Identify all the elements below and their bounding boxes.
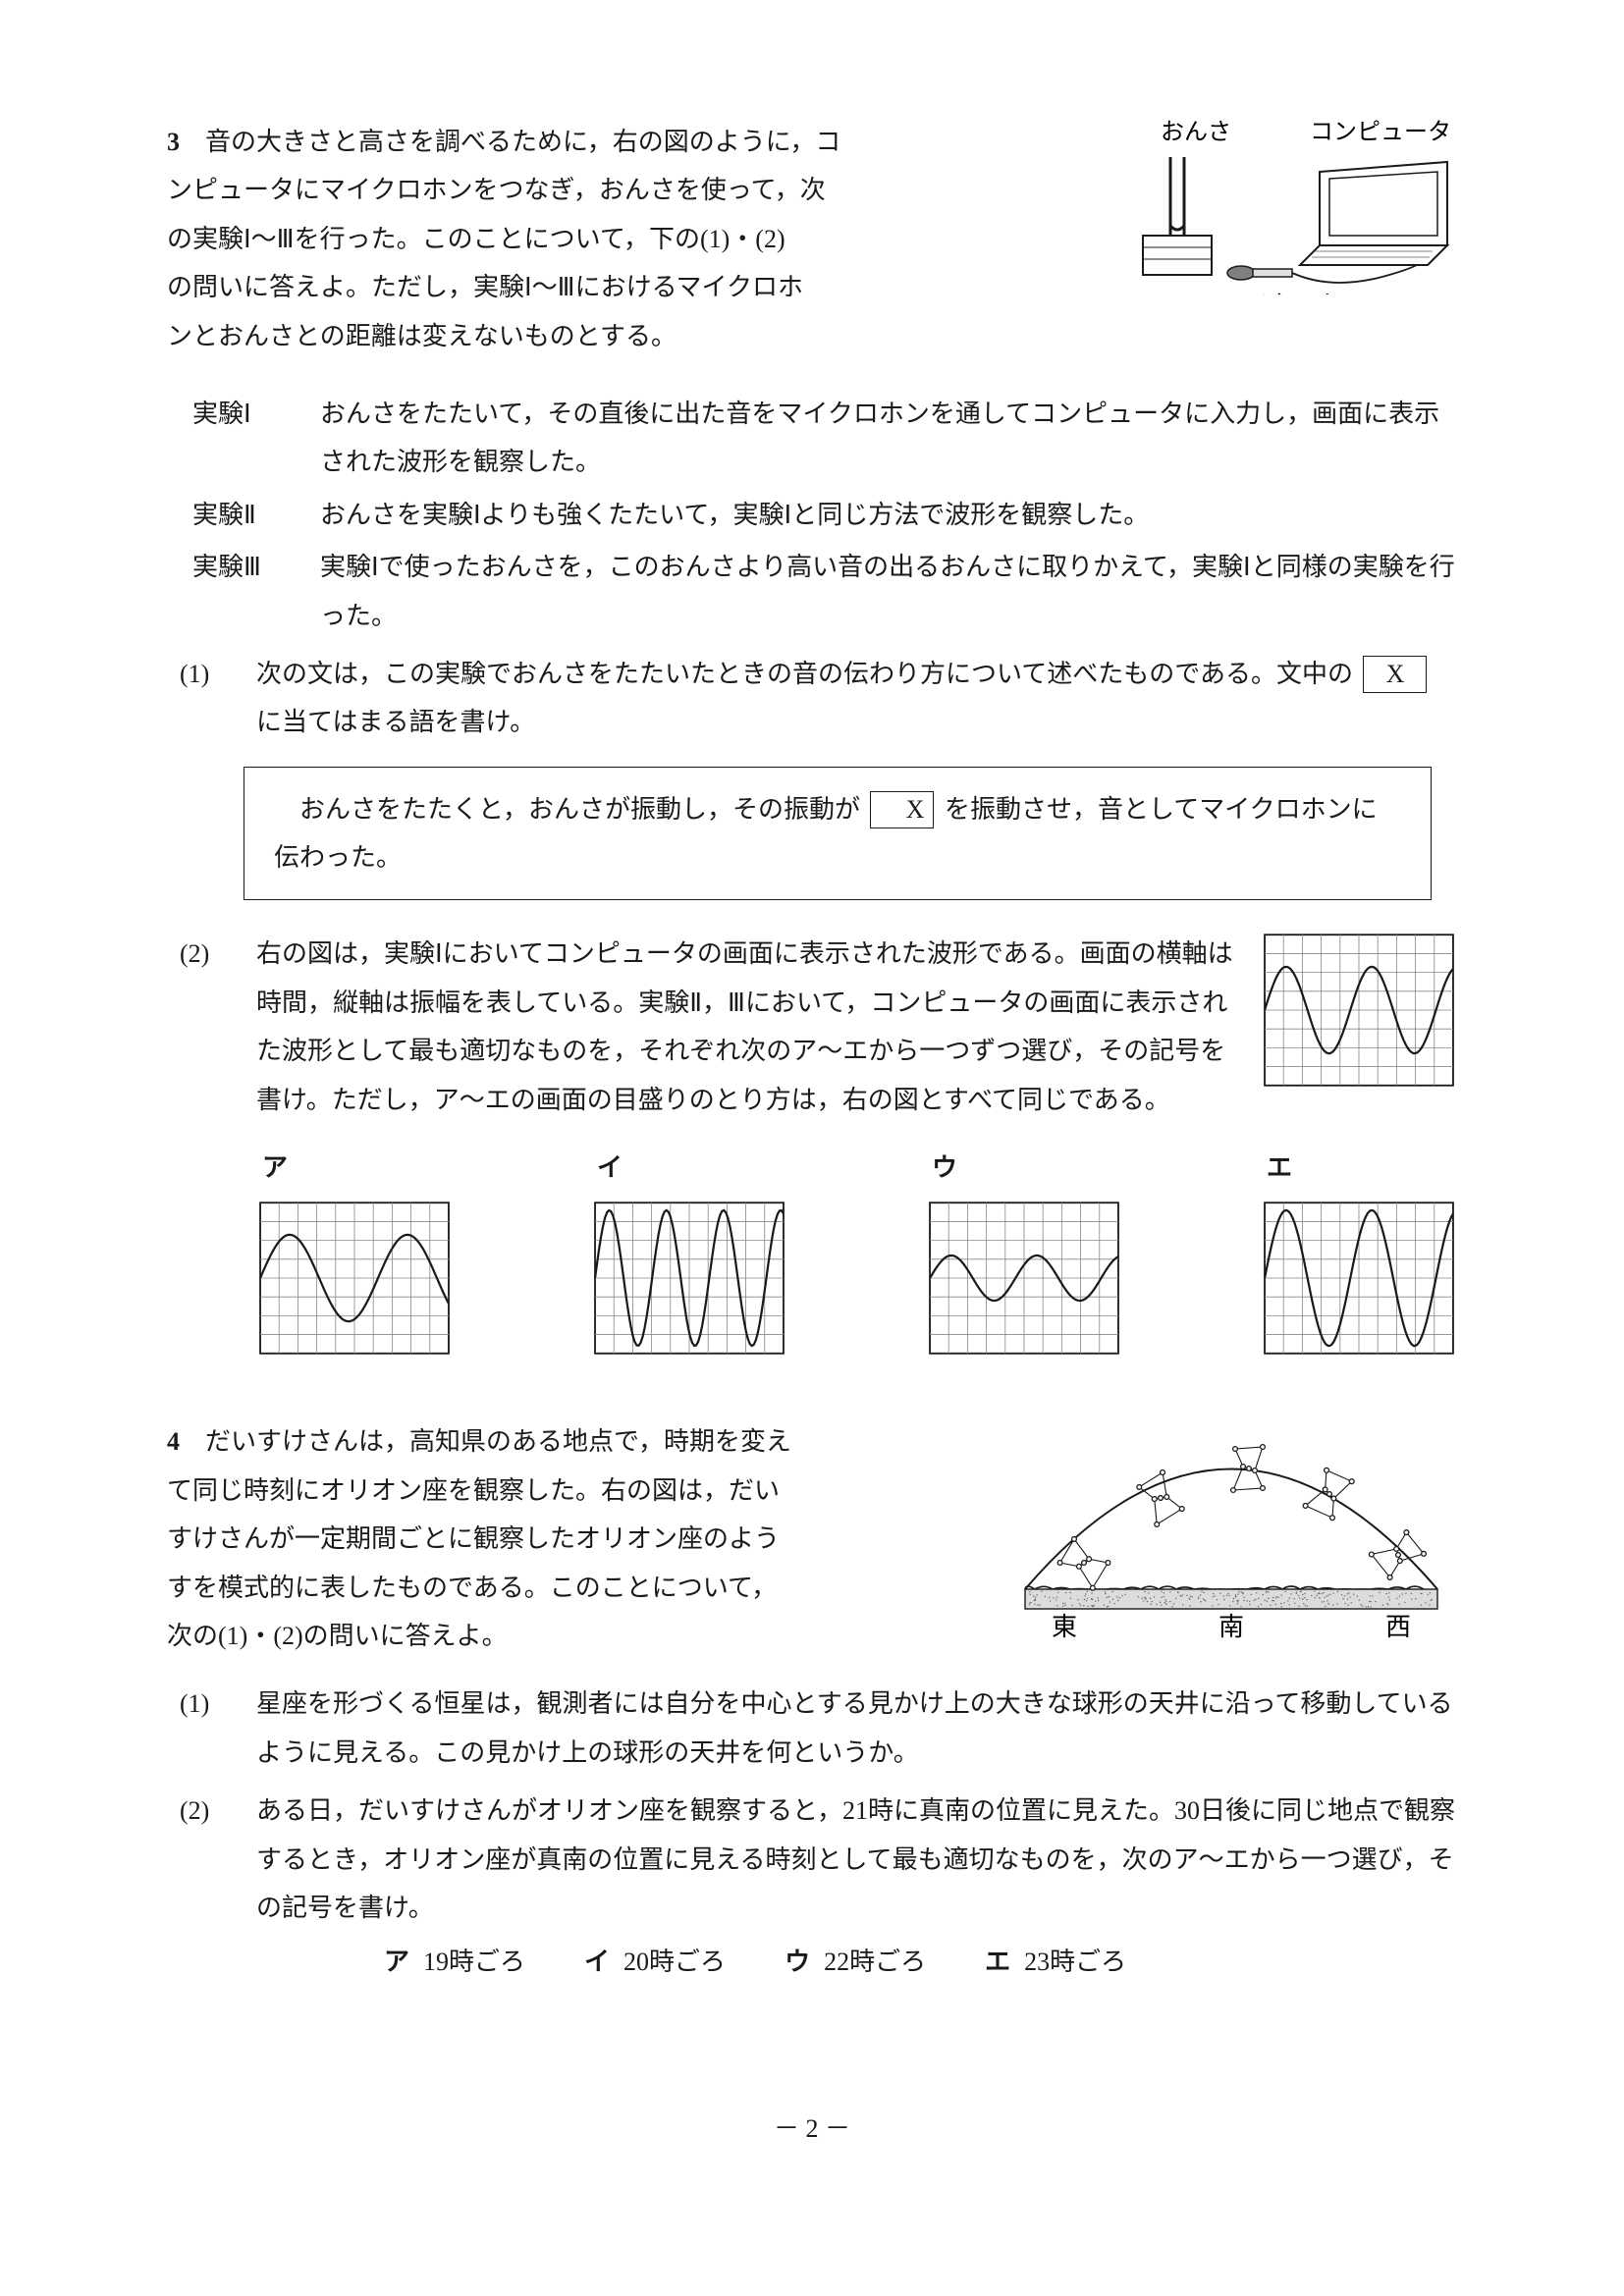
- q4-sub2-text: ある日，だいすけさんがオリオン座を観察すると，21時に真南の位置に見えた。30日…: [256, 1787, 1457, 1932]
- q4-time-choices: ア19時ごろ イ20時ごろ ウ22時ごろ エ23時ごろ: [256, 1938, 1457, 1986]
- choice-a: ア: [256, 1144, 453, 1359]
- q4-sub1: (1) 星座を形づくる恒星は，観測者には自分を中心とする見かけ上の大きな球形の天…: [167, 1680, 1457, 1777]
- wave-a-svg: [256, 1198, 453, 1359]
- wave-e-svg: [1261, 1198, 1457, 1359]
- q3-intro-line3: の実験Ⅰ～Ⅲを行った。このことについて，下の(1)・(2): [167, 215, 1074, 263]
- svg-text:西: 西: [1385, 1613, 1411, 1641]
- choice-a-label: ア: [256, 1144, 453, 1192]
- q3-apparatus-figure: おんさ コンピュータ マイクロホン: [1104, 118, 1457, 360]
- choice-u: ウ: [926, 1144, 1122, 1359]
- svg-text:南: 南: [1218, 1613, 1244, 1641]
- time-choice-a: ア19時ごろ: [384, 1938, 525, 1986]
- exp3-text: 実験Ⅰで使ったおんさを，このおんさより高い音の出るおんさに取りかえて，実験Ⅰと同…: [320, 543, 1457, 640]
- q4-sub1-num: (1): [180, 1680, 256, 1777]
- exp2-text: おんさを実験Ⅰよりも強くたたいて，実験Ⅰと同じ方法で波形を観察した。: [320, 491, 1457, 539]
- page-number: － 2 －: [167, 2105, 1457, 2153]
- apparatus-svg: おんさ コンピュータ マイクロホン: [1104, 118, 1457, 294]
- choice-u-label: ウ: [926, 1144, 1122, 1192]
- ref-wave-svg: [1261, 930, 1457, 1091]
- reference-wave: [1261, 930, 1457, 1124]
- q3-intro-text: 3 音の大きさと高さを調べるために，右の図のように，コ ンピュータにマイクロホン…: [167, 118, 1074, 360]
- sky-svg: 東南西: [1005, 1417, 1457, 1643]
- q4-sub2: (2) ある日，だいすけさんがオリオン座を観察すると，21時に真南の位置に見えた…: [167, 1787, 1457, 1987]
- choice-i-label: イ: [591, 1144, 787, 1192]
- q3-sub2-body: 右の図は，実験Ⅰにおいてコンピュータの画面に表示された波形である。画面の横軸は時…: [256, 930, 1457, 1124]
- exp1-label: 実験Ⅰ: [192, 390, 320, 487]
- choice-e: エ: [1261, 1144, 1457, 1359]
- q3-sub2-text: 右の図は，実験Ⅰにおいてコンピュータの画面に表示された波形である。画面の横軸は時…: [256, 930, 1241, 1124]
- q3-sub2: (2) 右の図は，実験Ⅰにおいてコンピュータの画面に表示された波形である。画面の…: [167, 930, 1457, 1124]
- time-choice-e: エ23時ごろ: [985, 1938, 1126, 1986]
- exp1-text: おんさをたたいて，その直後に出た音をマイクロホンを通してコンピュータに入力し，画…: [320, 390, 1457, 487]
- wave-i-svg: [591, 1198, 787, 1359]
- q3-intro-row: 3 音の大きさと高さを調べるために，右の図のように，コ ンピュータにマイクロホン…: [167, 118, 1457, 360]
- choice-i: イ: [591, 1144, 787, 1359]
- wave-u-svg: [926, 1198, 1122, 1359]
- time-choice-i: イ20時ごろ: [584, 1938, 726, 1986]
- q3-intro-line5: ンとおんさとの距離は変えないものとする。: [167, 312, 1074, 360]
- blank-x-2: X: [870, 791, 934, 828]
- time-choice-u: ウ22時ごろ: [785, 1938, 926, 1986]
- q4-sub1-text: 星座を形づくる恒星は，観測者には自分を中心とする見かけ上の大きな球形の天井に沿っ…: [256, 1680, 1457, 1777]
- q3-sub1-num: (1): [180, 650, 256, 747]
- q3-choices: ア イ ウ エ: [167, 1124, 1457, 1359]
- q3-sub2-num: (2): [180, 930, 256, 1124]
- q3-intro-line2: ンピュータにマイクロホンをつなぎ，おんさを使って，次: [167, 166, 1074, 214]
- svg-text:東: 東: [1052, 1613, 1077, 1641]
- q3-intro-line1: 3 音の大きさと高さを調べるために，右の図のように，コ: [167, 118, 1074, 166]
- computer-label: コンピュータ: [1310, 120, 1451, 145]
- q4-sub2-body: ある日，だいすけさんがオリオン座を観察すると，21時に真南の位置に見えた。30日…: [256, 1787, 1457, 1987]
- choice-e-label: エ: [1261, 1144, 1457, 1192]
- experiment-1: 実験Ⅰ おんさをたたいて，その直後に出た音をマイクロホンを通してコンピュータに入…: [167, 390, 1457, 487]
- q4-intro-text: 4 だいすけさんは，高知県のある地点で，時期を変え て同じ時刻にオリオン座を観察…: [167, 1417, 976, 1660]
- q4-intro-row: 4 だいすけさんは，高知県のある地点で，時期を変え て同じ時刻にオリオン座を観察…: [167, 1417, 1457, 1660]
- q3-sub1: (1) 次の文は，この実験でおんさをたたいたときの音の伝わり方について述べたもの…: [167, 650, 1457, 747]
- q3-intro-line4: の問いに答えよ。ただし，実験Ⅰ～Ⅲにおけるマイクロホ: [167, 263, 1074, 311]
- exp3-label: 実験Ⅲ: [192, 543, 320, 640]
- experiment-3: 実験Ⅲ 実験Ⅰで使ったおんさを，このおんさより高い音の出るおんさに取りかえて，実…: [167, 543, 1457, 640]
- onsa-label: おんさ: [1161, 120, 1231, 145]
- q3-quote-box: おんさをたたくと，おんさが振動し，その振動が X を振動させ，音としてマイクロホ…: [244, 767, 1432, 901]
- q4-sky-figure: 東南西: [1005, 1417, 1457, 1660]
- q3-sub1-body: 次の文は，この実験でおんさをたたいたときの音の伝わり方について述べたものである。…: [256, 650, 1457, 747]
- q4-sub2-num: (2): [180, 1787, 256, 1987]
- question-4: 4 だいすけさんは，高知県のある地点で，時期を変え て同じ時刻にオリオン座を観察…: [167, 1417, 1457, 1986]
- exp2-label: 実験Ⅱ: [192, 491, 320, 539]
- blank-x: X: [1363, 656, 1427, 693]
- mic-label: マイクロホン: [1221, 293, 1363, 294]
- question-3: 3 音の大きさと高さを調べるために，右の図のように，コ ンピュータにマイクロホン…: [167, 118, 1457, 1359]
- experiment-2: 実験Ⅱ おんさを実験Ⅰよりも強くたたいて，実験Ⅰと同じ方法で波形を観察した。: [167, 491, 1457, 539]
